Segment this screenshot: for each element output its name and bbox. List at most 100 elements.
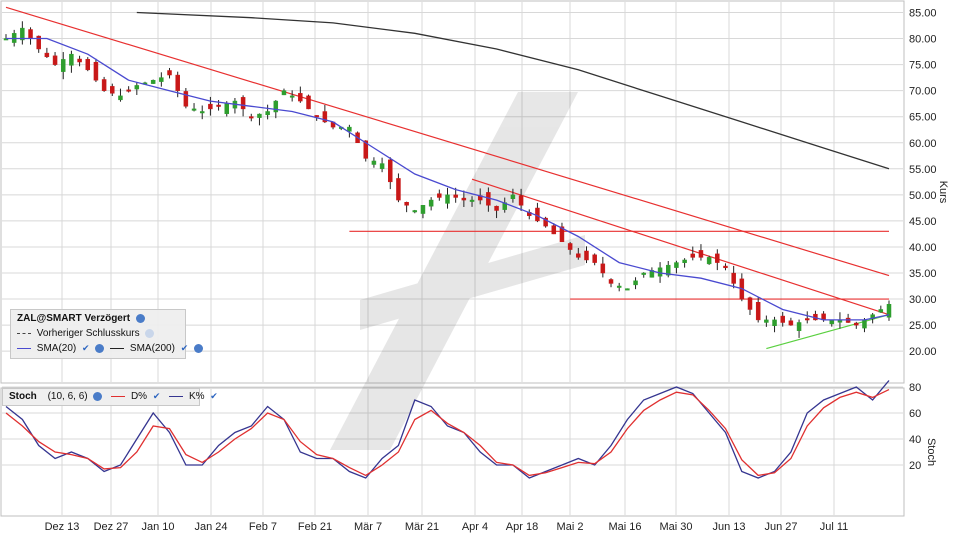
candle-up — [445, 194, 450, 204]
candle-down — [183, 91, 189, 107]
y-tick-label: 50.00 — [909, 190, 937, 202]
candle-up — [886, 304, 892, 318]
candle-up — [625, 288, 630, 291]
x-tick-label: Dez 13 — [45, 521, 80, 533]
info-icon[interactable] — [135, 314, 145, 323]
candle-up — [706, 257, 712, 265]
candle-up — [412, 210, 418, 213]
candle-down — [437, 193, 442, 198]
candle-down — [780, 315, 785, 323]
x-tick-label: Feb 7 — [249, 521, 277, 533]
settings-icon[interactable] — [93, 392, 103, 401]
sma20-line-icon — [17, 348, 31, 349]
stoch-params: (10, 6, 6) — [47, 391, 88, 402]
candle-down — [453, 194, 458, 198]
candle-down — [322, 111, 328, 123]
settings-icon[interactable] — [95, 344, 105, 353]
d-line-icon — [111, 396, 126, 397]
y-tick-label: 60.00 — [909, 138, 937, 150]
stoch-d-line — [5, 389, 890, 477]
candle-up — [772, 319, 777, 327]
sma200-line-icon — [110, 348, 125, 349]
check-icon[interactable]: ✔ — [152, 391, 161, 401]
trend-line-downtrend-2 — [471, 178, 890, 316]
x-tick-label: Jun 27 — [764, 521, 797, 533]
y-tick-label: 55.00 — [909, 164, 937, 176]
moving-averages — [6, 11, 890, 321]
candle-down — [28, 29, 33, 39]
y-tick-label: 65.00 — [909, 112, 937, 124]
candle-down — [404, 202, 409, 206]
y-tick-label: 35.00 — [909, 268, 937, 280]
candle-down — [608, 279, 614, 284]
y-tick-label: 80.00 — [909, 34, 937, 46]
candle-down — [93, 61, 99, 81]
candle-down — [804, 318, 810, 321]
check-icon[interactable]: ✔ — [180, 343, 189, 353]
candle-up — [265, 111, 270, 116]
settings-icon[interactable] — [194, 344, 204, 353]
legend-sma20: SMA(20) — [36, 343, 77, 354]
candle-up — [510, 194, 516, 199]
x-tick-label: Jul 11 — [820, 521, 849, 533]
watermark-logo — [330, 92, 585, 450]
x-tick-label: Apr 18 — [506, 521, 538, 533]
trend-line-downtrend-1 — [5, 6, 890, 277]
candle-down — [208, 103, 213, 110]
x-tick-label: Jan 24 — [194, 521, 227, 533]
legend-prev-close-row: Vorheriger Schlusskurs — [17, 328, 155, 339]
candle-down — [167, 70, 172, 76]
candle-down — [723, 265, 728, 269]
candle-down — [363, 140, 368, 159]
candle-down — [755, 302, 761, 321]
stoch-panel — [0, 387, 905, 517]
candle-up — [420, 205, 426, 214]
candle-up — [20, 27, 25, 41]
x-axis: Dez 13 Dez 27 Jan 10 Jan 24 Feb 7 Feb 21 Mär 7… — [45, 521, 849, 533]
x-tick-label: Mai 30 — [659, 521, 692, 533]
candle-down — [698, 250, 704, 258]
toggle-icon[interactable] — [145, 329, 155, 338]
stoch-tick-label: 80 — [909, 382, 921, 394]
candle-down — [584, 250, 589, 261]
candle-up — [224, 103, 229, 114]
candle-up — [641, 272, 646, 275]
candle-up — [666, 264, 671, 276]
stoch-k-line — [5, 380, 890, 479]
y-tick-label: 25.00 — [909, 320, 937, 332]
legend-sma-row: SMA(20) ✔ SMA(200) ✔ — [17, 343, 204, 354]
y-tick-label: 75.00 — [909, 60, 937, 72]
candle-down — [788, 320, 794, 326]
candle-up — [633, 280, 638, 286]
y-tick-label: 85.00 — [909, 8, 937, 20]
candle-down — [576, 253, 581, 258]
stoch-axis-title: Stoch — [925, 438, 937, 466]
candle-up — [118, 95, 123, 101]
candle-down — [298, 93, 303, 102]
candle-down — [110, 86, 115, 94]
candle-up — [371, 160, 377, 165]
candle-down — [559, 226, 565, 242]
candle-up — [289, 95, 295, 98]
stoch-d-label: D% — [130, 391, 148, 402]
price-legend: ZAL@SMART Verzögert Vorheriger Schlussku… — [10, 309, 204, 359]
candle-up — [60, 59, 66, 72]
candle-down — [249, 116, 254, 119]
price-axis-title: Kurs — [937, 181, 949, 204]
candle-down — [240, 97, 246, 110]
check-icon[interactable]: ✔ — [210, 391, 218, 401]
candle-up — [199, 111, 205, 114]
candle-up — [379, 163, 385, 169]
candle-down — [551, 225, 557, 235]
candle-down — [77, 58, 82, 63]
candle-up — [150, 79, 156, 84]
candle-down — [101, 79, 107, 91]
candle-down — [690, 253, 696, 258]
trend-lines — [5, 6, 890, 350]
check-icon[interactable]: ✔ — [82, 343, 90, 353]
x-tick-label: Mai 2 — [557, 521, 584, 533]
candle-down — [461, 197, 467, 201]
candle-down — [306, 95, 311, 110]
candle-down — [314, 115, 319, 118]
